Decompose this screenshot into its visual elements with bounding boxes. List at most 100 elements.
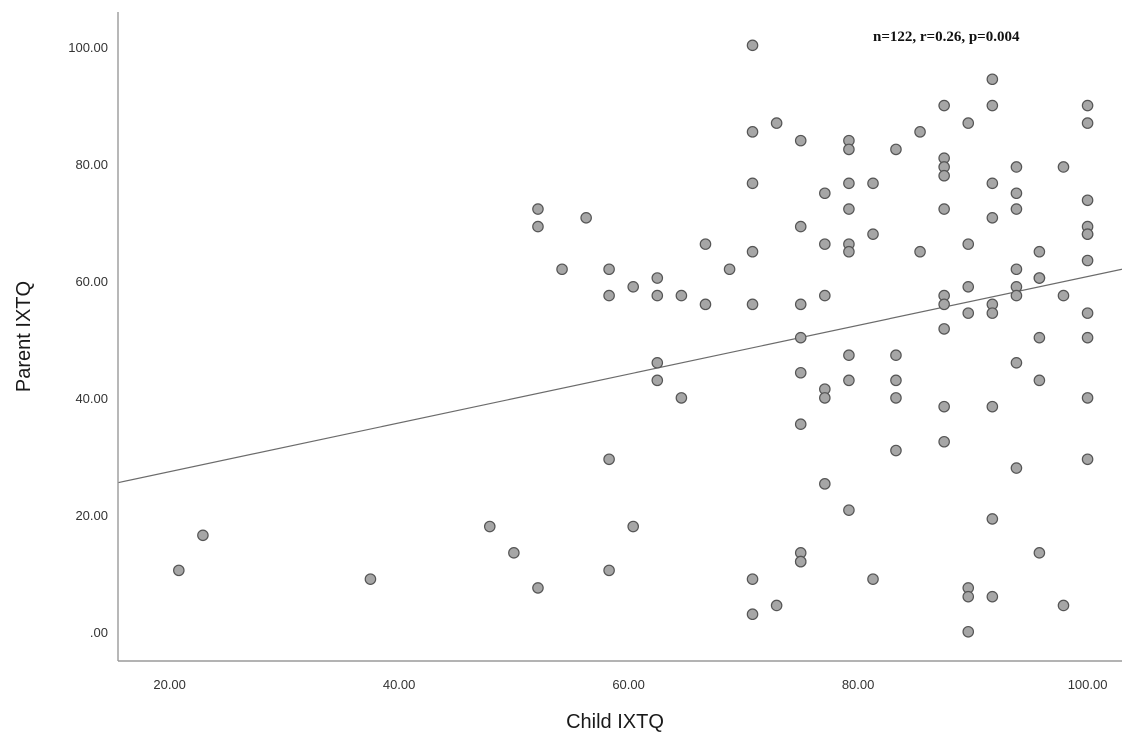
- data-point: [651, 272, 664, 284]
- data-point: [627, 281, 639, 293]
- y-tick-label: 20.00: [75, 508, 108, 523]
- data-point: [1033, 331, 1046, 344]
- data-point: [819, 392, 831, 404]
- data-point: [580, 212, 592, 224]
- data-point: [843, 143, 855, 156]
- data-point: [1057, 289, 1070, 302]
- data-point: [508, 547, 520, 559]
- data-point: [890, 143, 902, 156]
- data-point: [962, 238, 975, 250]
- data-point: [364, 573, 377, 585]
- y-axis-title: Parent IXTQ: [13, 281, 35, 392]
- y-tick-label: 100.00: [68, 40, 108, 55]
- data-point: [819, 238, 831, 250]
- data-point: [914, 245, 926, 258]
- data-point: [890, 374, 902, 387]
- data-point: [1010, 263, 1023, 276]
- data-point: [651, 374, 664, 387]
- data-point: [986, 73, 999, 86]
- data-point: [1033, 272, 1046, 284]
- data-point: [483, 520, 496, 533]
- data-point: [938, 169, 950, 182]
- data-point: [938, 435, 950, 448]
- x-tick-label: 100.00: [1068, 677, 1108, 692]
- data-point: [1081, 392, 1094, 404]
- data-point: [746, 126, 759, 138]
- data-point: [938, 323, 950, 335]
- y-tick-label: 80.00: [75, 157, 108, 172]
- data-point: [843, 177, 855, 190]
- data-point: [603, 289, 615, 302]
- data-point: [986, 99, 999, 112]
- data-point: [794, 220, 807, 233]
- data-point: [1010, 462, 1023, 474]
- data-point: [794, 418, 807, 431]
- data-point: [699, 298, 712, 311]
- data-point: [1033, 245, 1046, 258]
- data-point: [770, 117, 783, 129]
- data-point: [890, 392, 902, 404]
- data-point: [890, 444, 902, 457]
- x-tick-label: 40.00: [383, 677, 416, 692]
- y-tick-label: 40.00: [75, 391, 108, 406]
- data-point: [173, 564, 185, 577]
- data-point: [962, 281, 975, 293]
- data-point: [867, 177, 879, 190]
- data-point: [962, 590, 975, 603]
- data-point: [603, 263, 615, 276]
- data-point: [938, 298, 950, 311]
- data-point: [532, 582, 544, 594]
- data-point: [962, 307, 975, 319]
- data-point: [914, 126, 926, 138]
- data-point: [986, 307, 999, 319]
- data-point: [1081, 307, 1094, 319]
- x-tick-label: 80.00: [842, 677, 875, 692]
- data-point: [1057, 599, 1070, 612]
- fit-line-layer: [117, 268, 1122, 484]
- data-point: [1081, 331, 1094, 344]
- data-point: [197, 529, 209, 542]
- data-point: [794, 331, 807, 344]
- x-axis-title: Child IXTQ: [566, 711, 664, 733]
- data-point: [890, 349, 902, 362]
- points-layer: [173, 39, 1094, 638]
- y-tick-label: 60.00: [75, 274, 108, 289]
- data-point: [770, 599, 783, 612]
- data-point: [675, 392, 688, 404]
- data-point: [1033, 374, 1046, 387]
- data-point: [746, 298, 759, 311]
- data-point: [794, 298, 807, 311]
- data-point: [1010, 203, 1023, 215]
- data-point: [532, 220, 544, 233]
- data-point: [794, 366, 807, 379]
- data-point: [1081, 228, 1094, 240]
- stats-annotation: n=122, r=0.26, p=0.004: [873, 29, 1020, 45]
- x-tick-label: 20.00: [153, 677, 186, 692]
- data-point: [1057, 161, 1070, 173]
- data-point: [843, 349, 855, 362]
- data-point: [1010, 161, 1023, 173]
- data-point: [1033, 547, 1046, 559]
- data-point: [1081, 254, 1094, 267]
- data-point: [819, 478, 831, 490]
- data-point: [1081, 117, 1094, 129]
- x-tick-label: 60.00: [612, 677, 645, 692]
- data-point: [746, 177, 759, 190]
- data-point: [986, 590, 999, 603]
- data-point: [986, 513, 999, 525]
- data-point: [651, 289, 664, 302]
- regression-line: [117, 268, 1122, 484]
- data-point: [843, 203, 855, 215]
- data-point: [603, 453, 615, 466]
- data-point: [556, 263, 568, 276]
- data-point: [627, 520, 639, 533]
- data-point: [867, 573, 879, 585]
- data-point: [651, 357, 664, 369]
- data-point: [1081, 194, 1094, 207]
- x-tick-labels: 20.00 40.00 60.00 80.00 100.00: [153, 677, 1107, 692]
- data-point: [794, 134, 807, 147]
- data-point: [794, 555, 807, 568]
- data-point: [746, 608, 759, 621]
